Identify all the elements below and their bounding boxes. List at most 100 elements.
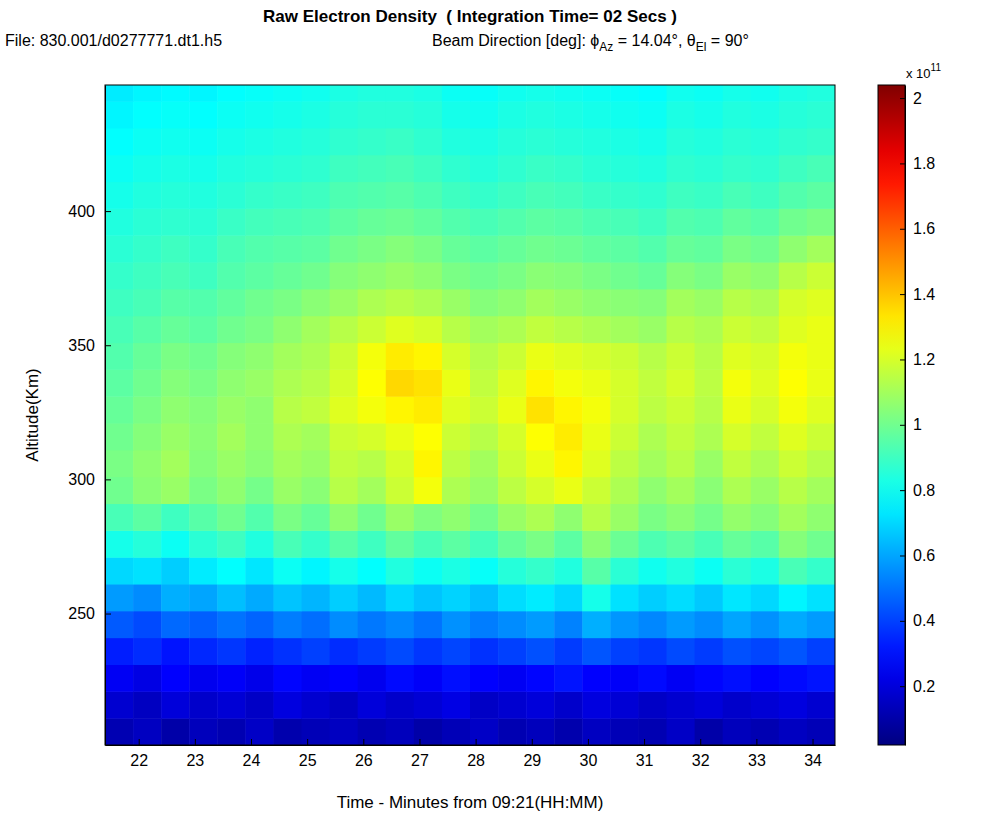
heat-cell bbox=[526, 423, 555, 450]
heat-cell bbox=[358, 477, 387, 504]
heat-cell bbox=[779, 369, 808, 396]
heat-cell bbox=[526, 316, 555, 343]
heat-cell bbox=[582, 665, 611, 692]
heat-cell bbox=[610, 343, 639, 370]
heat-cell bbox=[610, 155, 639, 182]
heat-cell bbox=[779, 155, 808, 182]
tick-mark bbox=[900, 294, 905, 295]
heat-cell bbox=[273, 611, 302, 638]
tick-mark bbox=[900, 490, 905, 491]
heat-cell bbox=[610, 691, 639, 718]
heat-cell bbox=[133, 182, 162, 209]
heat-cell bbox=[526, 450, 555, 477]
heat-cell bbox=[273, 423, 302, 450]
heat-cell bbox=[414, 85, 443, 102]
heat-cell bbox=[751, 530, 780, 557]
heat-cell bbox=[554, 316, 583, 343]
tick-label: 2 bbox=[913, 90, 922, 107]
heat-cell bbox=[245, 557, 274, 584]
heat-cell bbox=[610, 128, 639, 155]
heat-cell bbox=[217, 638, 246, 665]
heat-cell bbox=[442, 504, 471, 531]
tick-label: 29 bbox=[523, 752, 541, 769]
heat-cell bbox=[498, 423, 527, 450]
tick: 29 bbox=[523, 739, 541, 769]
heat-cell bbox=[358, 262, 387, 289]
heat-cell bbox=[554, 718, 583, 745]
heat-cell bbox=[217, 343, 246, 370]
heat-cell bbox=[470, 289, 499, 316]
heat-cell bbox=[526, 182, 555, 209]
heat-cell bbox=[526, 85, 555, 102]
heat-cell bbox=[245, 289, 274, 316]
tick: 300 bbox=[68, 471, 111, 488]
heat-cell bbox=[751, 450, 780, 477]
heat-cell bbox=[638, 101, 667, 128]
heat-cell bbox=[161, 208, 190, 235]
heat-cell bbox=[302, 155, 331, 182]
heat-cell bbox=[638, 423, 667, 450]
heat-cell bbox=[582, 530, 611, 557]
heat-cell bbox=[723, 450, 752, 477]
heat-cell bbox=[610, 85, 639, 102]
tick-mark bbox=[105, 345, 111, 346]
heat-cell bbox=[723, 718, 752, 745]
heat-cell bbox=[807, 611, 835, 638]
heat-cell bbox=[498, 584, 527, 611]
heat-cell bbox=[667, 691, 696, 718]
heat-cell bbox=[330, 584, 359, 611]
heat-cell bbox=[217, 557, 246, 584]
heat-cell bbox=[217, 182, 246, 209]
axis-line bbox=[105, 86, 106, 746]
heat-cell bbox=[779, 504, 808, 531]
tick: 0.4 bbox=[900, 612, 935, 629]
heat-cell bbox=[442, 101, 471, 128]
heat-cell bbox=[414, 665, 443, 692]
heat-cell bbox=[582, 611, 611, 638]
heat-cell bbox=[161, 316, 190, 343]
heat-cell bbox=[610, 530, 639, 557]
heat-cell bbox=[807, 557, 835, 584]
heat-cell bbox=[161, 396, 190, 423]
heat-cell bbox=[667, 718, 696, 745]
heat-cell bbox=[245, 101, 274, 128]
heat-cell bbox=[386, 262, 415, 289]
heat-cell bbox=[217, 530, 246, 557]
heat-cell bbox=[554, 101, 583, 128]
heat-cell bbox=[133, 128, 162, 155]
heat-cell bbox=[386, 557, 415, 584]
heat-cell bbox=[638, 235, 667, 262]
heat-cell bbox=[217, 611, 246, 638]
heat-cell bbox=[189, 557, 218, 584]
heat-cell bbox=[442, 477, 471, 504]
heat-cell bbox=[498, 369, 527, 396]
beam-text: = 14.04°, θ bbox=[613, 32, 696, 49]
heat-cell bbox=[217, 423, 246, 450]
heat-cell bbox=[470, 316, 499, 343]
heat-cell bbox=[217, 262, 246, 289]
heat-cell bbox=[161, 584, 190, 611]
heat-cell bbox=[414, 316, 443, 343]
heat-cell bbox=[189, 691, 218, 718]
heat-cell bbox=[161, 235, 190, 262]
heat-cell bbox=[358, 128, 387, 155]
heat-cell bbox=[358, 316, 387, 343]
heat-cell bbox=[302, 289, 331, 316]
heat-cell bbox=[330, 504, 359, 531]
heat-cell bbox=[723, 289, 752, 316]
heat-cell bbox=[526, 557, 555, 584]
tick: 34 bbox=[804, 739, 822, 769]
heat-cell bbox=[414, 369, 443, 396]
heat-cell bbox=[133, 557, 162, 584]
heat-cell bbox=[414, 450, 443, 477]
heat-cell bbox=[245, 208, 274, 235]
heat-cell bbox=[358, 638, 387, 665]
tick-mark bbox=[363, 739, 364, 745]
heat-cell bbox=[330, 611, 359, 638]
tick-label: 28 bbox=[467, 752, 485, 769]
heat-cell bbox=[189, 396, 218, 423]
heat-cell bbox=[330, 718, 359, 745]
heat-cell bbox=[470, 343, 499, 370]
heat-cell bbox=[105, 208, 134, 235]
heat-cell bbox=[695, 316, 724, 343]
